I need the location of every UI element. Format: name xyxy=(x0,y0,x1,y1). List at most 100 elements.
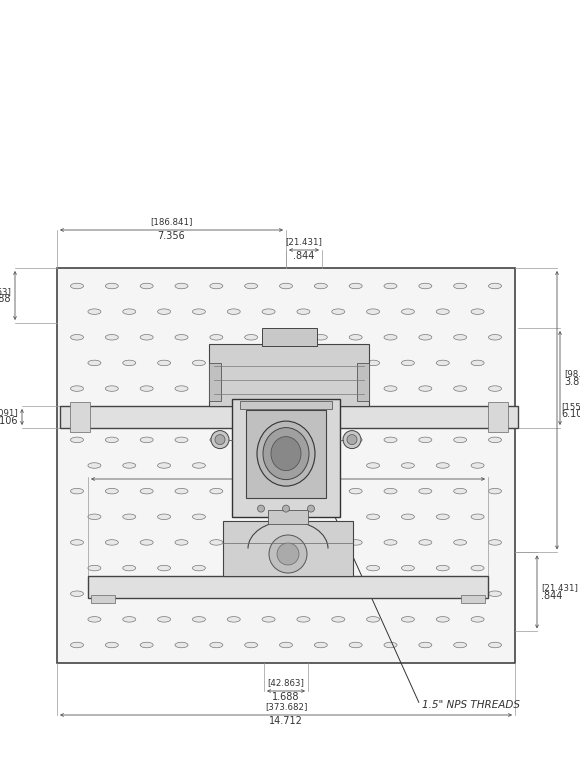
Ellipse shape xyxy=(282,505,289,512)
Bar xyxy=(240,400,332,409)
Ellipse shape xyxy=(175,386,188,391)
Ellipse shape xyxy=(314,334,327,340)
Ellipse shape xyxy=(454,437,467,443)
Ellipse shape xyxy=(158,412,171,417)
Ellipse shape xyxy=(158,514,171,519)
Ellipse shape xyxy=(123,514,136,519)
Ellipse shape xyxy=(454,386,467,391)
Text: 1.688: 1.688 xyxy=(0,295,11,305)
Ellipse shape xyxy=(280,540,292,545)
Ellipse shape xyxy=(210,437,223,443)
Ellipse shape xyxy=(227,565,240,571)
Ellipse shape xyxy=(384,540,397,545)
Ellipse shape xyxy=(307,505,314,512)
Ellipse shape xyxy=(245,642,258,648)
Ellipse shape xyxy=(175,591,188,597)
Ellipse shape xyxy=(347,434,357,445)
Ellipse shape xyxy=(123,360,136,365)
Ellipse shape xyxy=(71,591,84,597)
Ellipse shape xyxy=(349,386,362,391)
Ellipse shape xyxy=(140,334,153,340)
Ellipse shape xyxy=(88,412,101,417)
Bar xyxy=(91,595,115,603)
Ellipse shape xyxy=(436,462,450,468)
Ellipse shape xyxy=(88,616,101,622)
Ellipse shape xyxy=(277,543,299,565)
Ellipse shape xyxy=(419,591,432,597)
Ellipse shape xyxy=(488,642,502,648)
Ellipse shape xyxy=(193,514,205,519)
Ellipse shape xyxy=(280,591,292,597)
Ellipse shape xyxy=(211,431,229,449)
Ellipse shape xyxy=(158,462,171,468)
Ellipse shape xyxy=(349,437,362,443)
Ellipse shape xyxy=(471,309,484,315)
Ellipse shape xyxy=(88,309,101,315)
Text: [21.431]: [21.431] xyxy=(541,584,578,593)
Ellipse shape xyxy=(71,540,84,545)
Ellipse shape xyxy=(280,334,292,340)
Ellipse shape xyxy=(106,386,118,391)
Ellipse shape xyxy=(71,334,84,340)
Ellipse shape xyxy=(436,514,450,519)
Ellipse shape xyxy=(384,591,397,597)
Ellipse shape xyxy=(454,642,467,648)
Ellipse shape xyxy=(175,334,188,340)
Ellipse shape xyxy=(175,437,188,443)
Ellipse shape xyxy=(210,642,223,648)
Ellipse shape xyxy=(193,309,205,315)
Text: 3.894: 3.894 xyxy=(564,377,580,387)
Ellipse shape xyxy=(269,535,307,573)
Ellipse shape xyxy=(271,437,301,471)
Ellipse shape xyxy=(106,488,118,494)
Ellipse shape xyxy=(401,616,415,622)
Ellipse shape xyxy=(140,488,153,494)
Bar xyxy=(357,363,369,401)
Ellipse shape xyxy=(314,386,327,391)
Ellipse shape xyxy=(332,360,345,365)
Ellipse shape xyxy=(88,462,101,468)
Ellipse shape xyxy=(401,462,415,468)
Ellipse shape xyxy=(175,488,188,494)
Text: [42.863]: [42.863] xyxy=(267,678,304,687)
Ellipse shape xyxy=(106,283,118,289)
Ellipse shape xyxy=(71,437,84,443)
Ellipse shape xyxy=(245,334,258,340)
Ellipse shape xyxy=(436,616,450,622)
Ellipse shape xyxy=(471,412,484,417)
Bar xyxy=(88,576,488,598)
Ellipse shape xyxy=(419,540,432,545)
Ellipse shape xyxy=(454,591,467,597)
Ellipse shape xyxy=(314,283,327,289)
Ellipse shape xyxy=(106,540,118,545)
Text: [155.091]: [155.091] xyxy=(561,402,580,411)
Ellipse shape xyxy=(210,591,223,597)
Ellipse shape xyxy=(140,386,153,391)
Bar xyxy=(209,344,369,406)
Ellipse shape xyxy=(257,421,315,486)
Ellipse shape xyxy=(193,462,205,468)
Ellipse shape xyxy=(488,386,502,391)
Ellipse shape xyxy=(367,565,379,571)
Ellipse shape xyxy=(175,642,188,648)
Ellipse shape xyxy=(384,642,397,648)
Ellipse shape xyxy=(332,616,345,622)
Ellipse shape xyxy=(280,283,292,289)
Bar xyxy=(70,402,90,432)
Ellipse shape xyxy=(106,334,118,340)
Ellipse shape xyxy=(332,309,345,315)
Ellipse shape xyxy=(436,360,450,365)
Ellipse shape xyxy=(454,283,467,289)
Ellipse shape xyxy=(436,412,450,417)
Ellipse shape xyxy=(384,488,397,494)
Ellipse shape xyxy=(367,462,379,468)
Ellipse shape xyxy=(175,283,188,289)
Text: .844: .844 xyxy=(293,251,315,261)
Ellipse shape xyxy=(158,565,171,571)
Ellipse shape xyxy=(88,514,101,519)
Ellipse shape xyxy=(401,360,415,365)
Ellipse shape xyxy=(158,309,171,315)
Ellipse shape xyxy=(193,565,205,571)
Ellipse shape xyxy=(471,514,484,519)
Ellipse shape xyxy=(123,565,136,571)
